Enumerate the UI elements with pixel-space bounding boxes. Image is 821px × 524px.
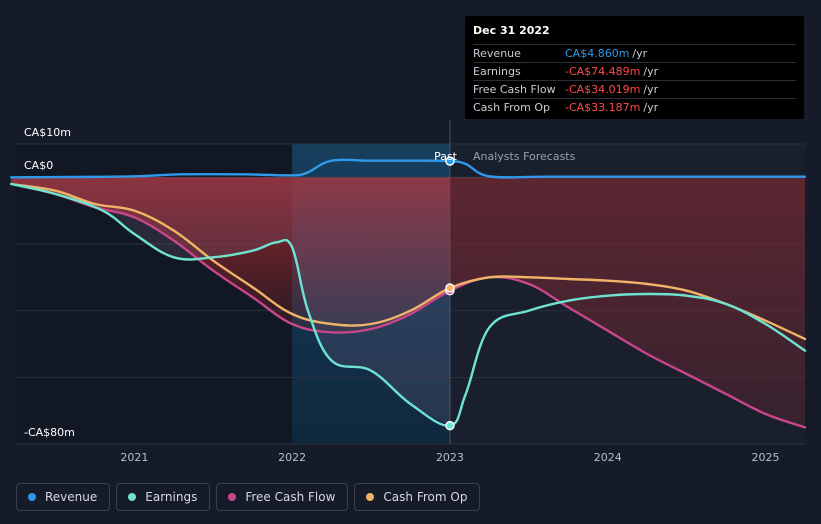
marker-cash-from-op (445, 283, 455, 293)
tooltip-row-free-cash-flow: Free Cash Flow -CA$34.019m/yr (473, 81, 796, 99)
tooltip-value: -CA$33.187m (565, 101, 641, 114)
tooltip-row-cash-from-op: Cash From Op -CA$33.187m/yr (473, 99, 796, 116)
legend-label: Revenue (45, 490, 98, 504)
markers (445, 156, 455, 431)
series-lines (10, 158, 807, 429)
legend-dot-icon (228, 493, 237, 501)
tooltip-label: Cash From Op (473, 101, 551, 114)
legend-label: Cash From Op (383, 490, 468, 504)
past-label: Past (434, 150, 458, 163)
past-earnings-area (11, 177, 450, 426)
tooltip-row-revenue: Revenue CA$4.860m/yr (473, 45, 796, 63)
x-axis-ticks: 2021 2022 2023 2024 2025 (16, 443, 805, 464)
legend-dot-icon (128, 493, 137, 501)
y-tick-label-top: CA$10m (24, 126, 71, 139)
legend-item-free-cash-flow[interactable]: Free Cash Flow (216, 483, 349, 511)
tooltip-value: CA$4.860m (565, 47, 630, 60)
tooltip-label: Revenue (473, 47, 521, 60)
legend-item-earnings[interactable]: Earnings (116, 483, 211, 511)
legend-dot-icon (366, 493, 375, 501)
series-line-free-cash-flow (10, 182, 807, 429)
legend-item-cash-from-op[interactable]: Cash From Op (354, 483, 481, 511)
marker-revenue (445, 156, 455, 166)
tooltip-value: -CA$74.489m (565, 65, 641, 78)
legend-dot-icon (28, 493, 36, 501)
x-tick-label: 2024 (594, 451, 622, 464)
tooltip-value: -CA$34.019m (565, 83, 641, 96)
y-tick-label-bottom: -CA$80m (24, 426, 75, 439)
x-tick-label: 2022 (278, 451, 306, 464)
x-tick-label: 2025 (752, 451, 780, 464)
x-tick-label: 2023 (436, 451, 464, 464)
series-line-earnings (10, 182, 807, 427)
tooltip-row-earnings: Earnings -CA$74.489m/yr (473, 63, 796, 81)
series-line-cash-from-op (10, 182, 807, 341)
tooltip-label: Earnings (473, 65, 521, 78)
legend-label: Earnings (145, 490, 198, 504)
marker-earnings (445, 420, 455, 431)
tooltip-unit: /yr (643, 101, 659, 114)
y-tick-label-zero: CA$0 (24, 159, 53, 172)
tooltip-date: Dec 31 2022 (473, 22, 796, 45)
tooltip: Dec 31 2022 Revenue CA$4.860m/yr Earning… (465, 16, 804, 119)
tooltip-unit: /yr (643, 83, 659, 96)
tooltip-label: Free Cash Flow (473, 83, 556, 96)
forecast-label: Analysts Forecasts (473, 150, 576, 163)
legend: Revenue Earnings Free Cash Flow Cash Fro… (16, 483, 481, 511)
tooltip-unit: /yr (632, 47, 648, 60)
x-tick-label: 2021 (120, 451, 148, 464)
forecast-loss-area (449, 177, 805, 428)
tooltip-unit: /yr (643, 65, 659, 78)
legend-label: Free Cash Flow (245, 490, 336, 504)
legend-item-revenue[interactable]: Revenue (16, 483, 111, 511)
series-line-revenue (10, 158, 807, 179)
